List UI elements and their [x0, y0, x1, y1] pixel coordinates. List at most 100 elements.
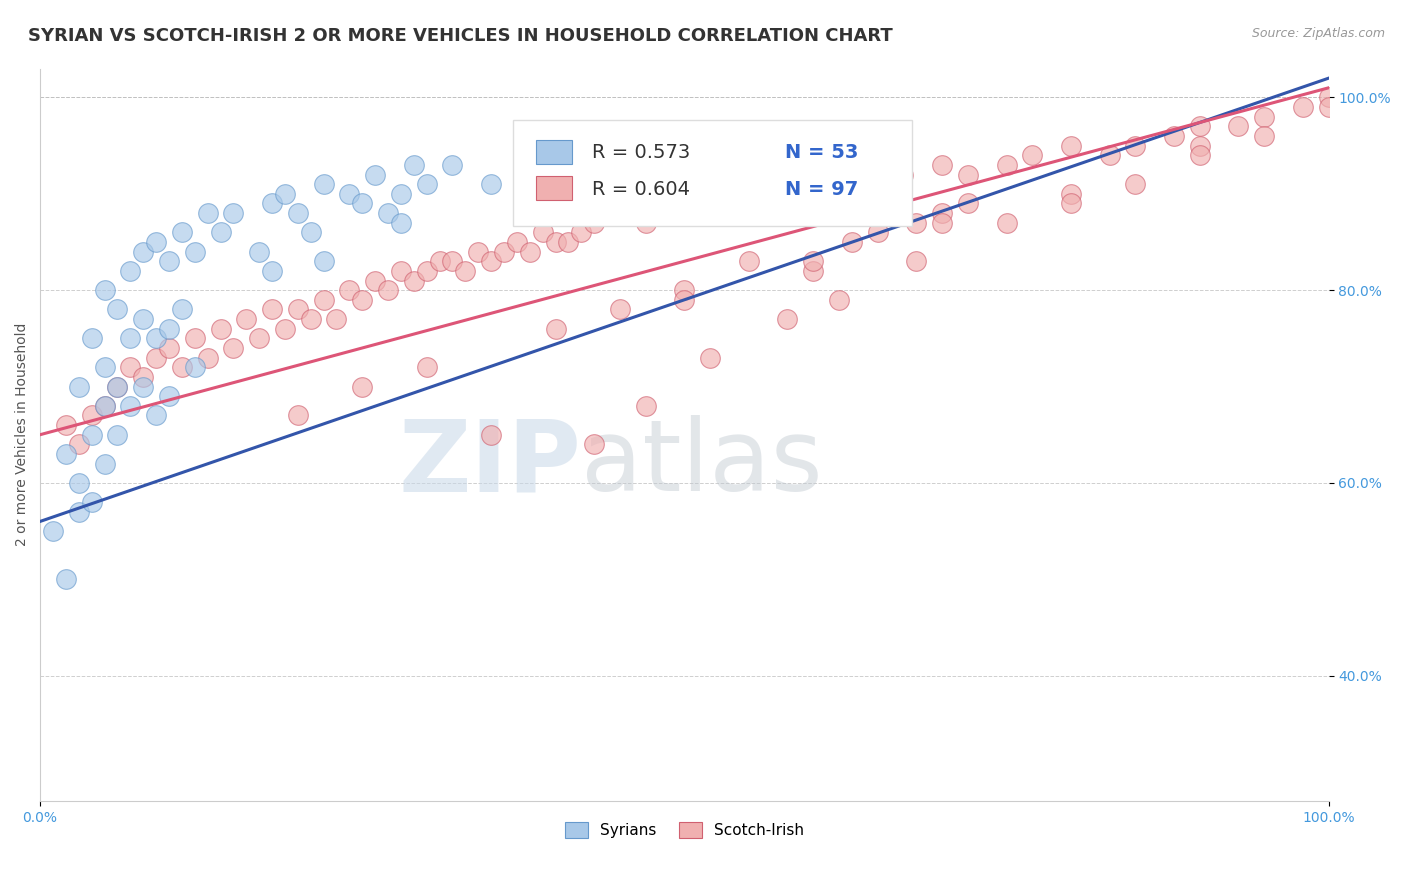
Point: [956, 196, 979, 211]
Point: [222, 206, 245, 220]
Point: [337, 283, 360, 297]
Legend: Syrians, Scotch-Irish: Syrians, Scotch-Irish: [558, 816, 810, 845]
Point: [67, 475, 90, 490]
Point: [583, 437, 606, 451]
Point: [828, 293, 851, 307]
Point: [544, 321, 567, 335]
Point: [80, 409, 103, 423]
Point: [415, 264, 437, 278]
Point: [1060, 196, 1083, 211]
Point: [120, 264, 142, 278]
Point: [287, 302, 309, 317]
Point: [905, 216, 928, 230]
Point: [763, 186, 786, 201]
Point: [93, 399, 115, 413]
Point: [569, 225, 592, 239]
Point: [893, 168, 915, 182]
Point: [389, 216, 412, 230]
Point: [287, 206, 309, 220]
Point: [995, 216, 1018, 230]
Point: [93, 283, 115, 297]
Point: [415, 177, 437, 191]
Point: [93, 399, 115, 413]
Point: [197, 206, 219, 220]
Point: [389, 186, 412, 201]
Point: [583, 216, 606, 230]
Point: [80, 331, 103, 345]
Point: [801, 264, 824, 278]
Point: [67, 505, 90, 519]
Point: [120, 360, 142, 375]
Point: [905, 254, 928, 268]
Point: [492, 244, 515, 259]
Point: [609, 302, 631, 317]
Point: [1125, 138, 1147, 153]
Point: [197, 351, 219, 365]
Point: [107, 379, 129, 393]
Point: [506, 235, 529, 249]
Point: [352, 379, 374, 393]
Text: Source: ZipAtlas.com: Source: ZipAtlas.com: [1251, 27, 1385, 40]
Point: [1188, 148, 1211, 162]
Point: [107, 302, 129, 317]
Point: [364, 168, 387, 182]
Point: [1317, 100, 1340, 114]
Point: [479, 177, 502, 191]
Point: [1188, 120, 1211, 134]
Point: [247, 331, 270, 345]
Point: [170, 302, 193, 317]
Text: ZIP: ZIP: [398, 416, 581, 513]
Point: [132, 370, 155, 384]
Point: [93, 457, 115, 471]
Point: [467, 244, 489, 259]
Point: [157, 254, 180, 268]
Point: [931, 158, 953, 172]
Text: atlas: atlas: [581, 416, 823, 513]
Point: [1317, 90, 1340, 104]
Point: [145, 235, 167, 249]
Point: [132, 379, 155, 393]
Point: [235, 312, 257, 326]
Point: [299, 312, 322, 326]
Point: [661, 206, 683, 220]
Point: [1253, 128, 1275, 143]
Point: [738, 254, 761, 268]
Point: [93, 360, 115, 375]
Point: [209, 321, 232, 335]
Point: [801, 177, 824, 191]
Point: [402, 158, 425, 172]
Point: [841, 235, 863, 249]
Y-axis label: 2 or more Vehicles in Household: 2 or more Vehicles in Household: [15, 323, 30, 547]
Point: [55, 447, 77, 461]
Point: [686, 196, 709, 211]
Point: [1060, 186, 1083, 201]
Point: [55, 572, 77, 586]
Point: [157, 389, 180, 403]
Point: [222, 341, 245, 355]
Point: [866, 225, 889, 239]
Point: [184, 244, 207, 259]
Point: [352, 293, 374, 307]
Bar: [536, 177, 572, 201]
Point: [931, 206, 953, 220]
Point: [67, 437, 90, 451]
Point: [828, 186, 851, 201]
Text: R = 0.573: R = 0.573: [592, 144, 690, 162]
Bar: [536, 139, 572, 164]
Point: [1292, 100, 1315, 114]
Point: [299, 225, 322, 239]
Point: [132, 312, 155, 326]
Point: [260, 264, 283, 278]
Point: [801, 254, 824, 268]
Point: [415, 360, 437, 375]
Point: [1227, 120, 1250, 134]
Point: [184, 331, 207, 345]
Point: [931, 216, 953, 230]
Point: [1021, 148, 1043, 162]
Point: [1253, 110, 1275, 124]
Point: [312, 293, 335, 307]
Point: [80, 495, 103, 509]
Text: SYRIAN VS SCOTCH-IRISH 2 OR MORE VEHICLES IN HOUSEHOLD CORRELATION CHART: SYRIAN VS SCOTCH-IRISH 2 OR MORE VEHICLE…: [28, 27, 893, 45]
Point: [634, 216, 657, 230]
Point: [364, 273, 387, 287]
